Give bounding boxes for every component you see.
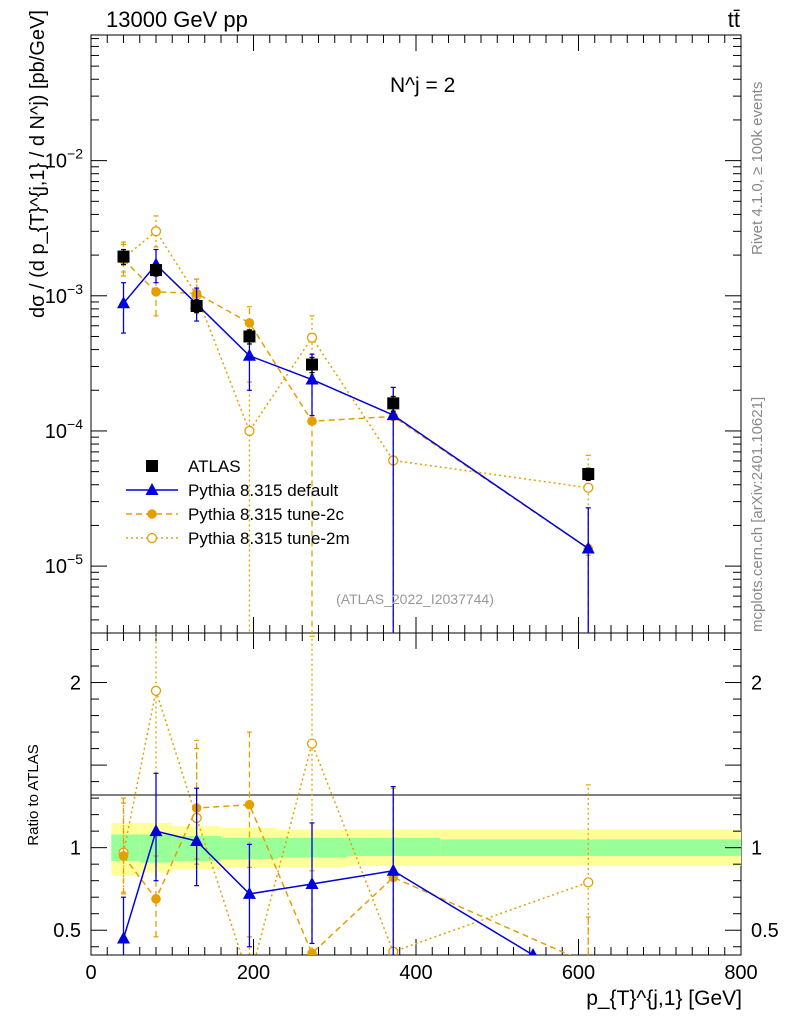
ratio-y-tick-label-right: 2 (751, 673, 762, 695)
main-point-data (117, 250, 130, 263)
legend-label-data: ATLAS (188, 457, 241, 476)
ratio-series-default (117, 772, 537, 955)
rivet-version-label: Rivet 4.1.0, ≥ 100k events (749, 82, 766, 255)
tick-mantissa: 10 (45, 421, 67, 443)
main-point-tune2m (244, 425, 255, 437)
ratio-point-default (117, 931, 130, 944)
main-axis-ticks: 10−510−410−310−2 (45, 35, 742, 633)
ratio-y-tick-label-right: 1 (751, 838, 762, 860)
ratio-point-tune2m (583, 877, 594, 888)
main-ylabel: dσ / (d p_{T}^{j,1} / d N^j) [pb/GeV] (27, 10, 49, 318)
main-point-default (242, 348, 256, 361)
analysis-annotation: (ATLAS_2022_I2037744) (336, 591, 494, 607)
main-point-data (582, 468, 595, 481)
ratio-x-tick-label: 600 (562, 962, 595, 984)
tick-exponent: −2 (67, 146, 83, 162)
ratio-point-default (242, 886, 256, 899)
main-series (117, 215, 595, 633)
main-y-tick-label: 10−3 (45, 281, 83, 308)
legend-label-tune2m: Pythia 8.315 tune-2m (188, 529, 350, 548)
tick-exponent: −3 (67, 281, 83, 297)
ratio-y-tick-label-right: 0.5 (751, 920, 779, 942)
main-point-tune2c (244, 318, 255, 328)
ratio-y-tick-label: 2 (70, 673, 81, 695)
ratio-point-tune2m (150, 685, 162, 696)
main-point-data (190, 300, 203, 313)
ratio-point-tune2c (244, 799, 255, 810)
ratio-point-default (386, 863, 400, 876)
ratio-point-default (529, 948, 537, 955)
mcplots-label: mcplots.cern.ch [arXiv:2401.10621] (749, 397, 766, 632)
ratio-point-tune2c (151, 894, 161, 904)
ratio-x-tick-label: 400 (399, 962, 432, 984)
main-point-tune2m (583, 482, 594, 493)
main-point-tune2c (151, 287, 161, 297)
ratio-ylabel: Ratio to ATLAS (25, 744, 42, 845)
x-axis-label: p_{T}^{j,1} [GeV] (586, 987, 742, 1010)
legend-label-tune2c: Pythia 8.315 tune-2c (188, 505, 344, 524)
ratio-point-default (190, 834, 204, 847)
legend-marker-tune2m (146, 532, 158, 544)
legend: ATLAS Pythia 8.315 default Pythia 8.315 tu… (126, 457, 350, 548)
ratio-x-tick-label: 200 (237, 962, 270, 984)
tick-mantissa: 10 (45, 286, 67, 308)
main-point-tune2c (307, 416, 317, 427)
main-point-default (386, 408, 400, 421)
energy-label: 13000 GeV pp (106, 7, 248, 32)
main-point-default (117, 296, 130, 309)
ratio-point-tune2c (118, 851, 129, 861)
legend-marker-data (146, 460, 158, 472)
ratio-x-tick-label: 800 (724, 962, 757, 984)
main-point-tune2m (150, 226, 162, 237)
main-point-tune2m (306, 332, 318, 343)
legend-label-default: Pythia 8.315 default (188, 481, 339, 500)
main-y-tick-label: 10−4 (45, 416, 83, 443)
legend-marker-tune2c (147, 509, 157, 519)
main-series-data (117, 248, 595, 482)
main-plot-frame (90, 34, 742, 634)
ratio-point-default (305, 876, 319, 889)
band-inner-bin (440, 839, 741, 856)
tick-exponent: −5 (67, 551, 83, 567)
tick-exponent: −4 (67, 416, 83, 432)
panel-title: N^j = 2 (390, 74, 455, 97)
main-point-data (387, 397, 400, 410)
main-point-default (305, 372, 319, 385)
ratio-axis-ticks: 0 200 400 600 800 0.5 0.5 1 1 2 2 (53, 633, 779, 984)
ratio-plot-frame (90, 632, 742, 956)
main-point-data (150, 264, 162, 277)
main-point-data (306, 358, 318, 371)
tick-mantissa: 10 (45, 151, 67, 173)
ratio-point-tune2m (306, 738, 318, 749)
main-y-tick-label: 10−2 (45, 146, 83, 173)
panel-title-text: N^j = 2 (390, 74, 455, 97)
legend-marker-default (145, 483, 159, 495)
main-point-data (243, 330, 256, 343)
tick-mantissa: 10 (45, 556, 67, 578)
main-y-tick-label: 10−5 (45, 551, 83, 578)
ratio-point-tune2c (307, 948, 317, 955)
main-point-default (581, 541, 595, 554)
ratio-x-tick-label: 0 (85, 962, 96, 984)
ratio-series (117, 633, 594, 955)
process-label: tt̄ (728, 7, 740, 32)
ratio-y-tick-label: 0.5 (53, 920, 81, 942)
ratio-point-default (149, 824, 163, 837)
ratio-y-tick-label: 1 (70, 838, 81, 860)
